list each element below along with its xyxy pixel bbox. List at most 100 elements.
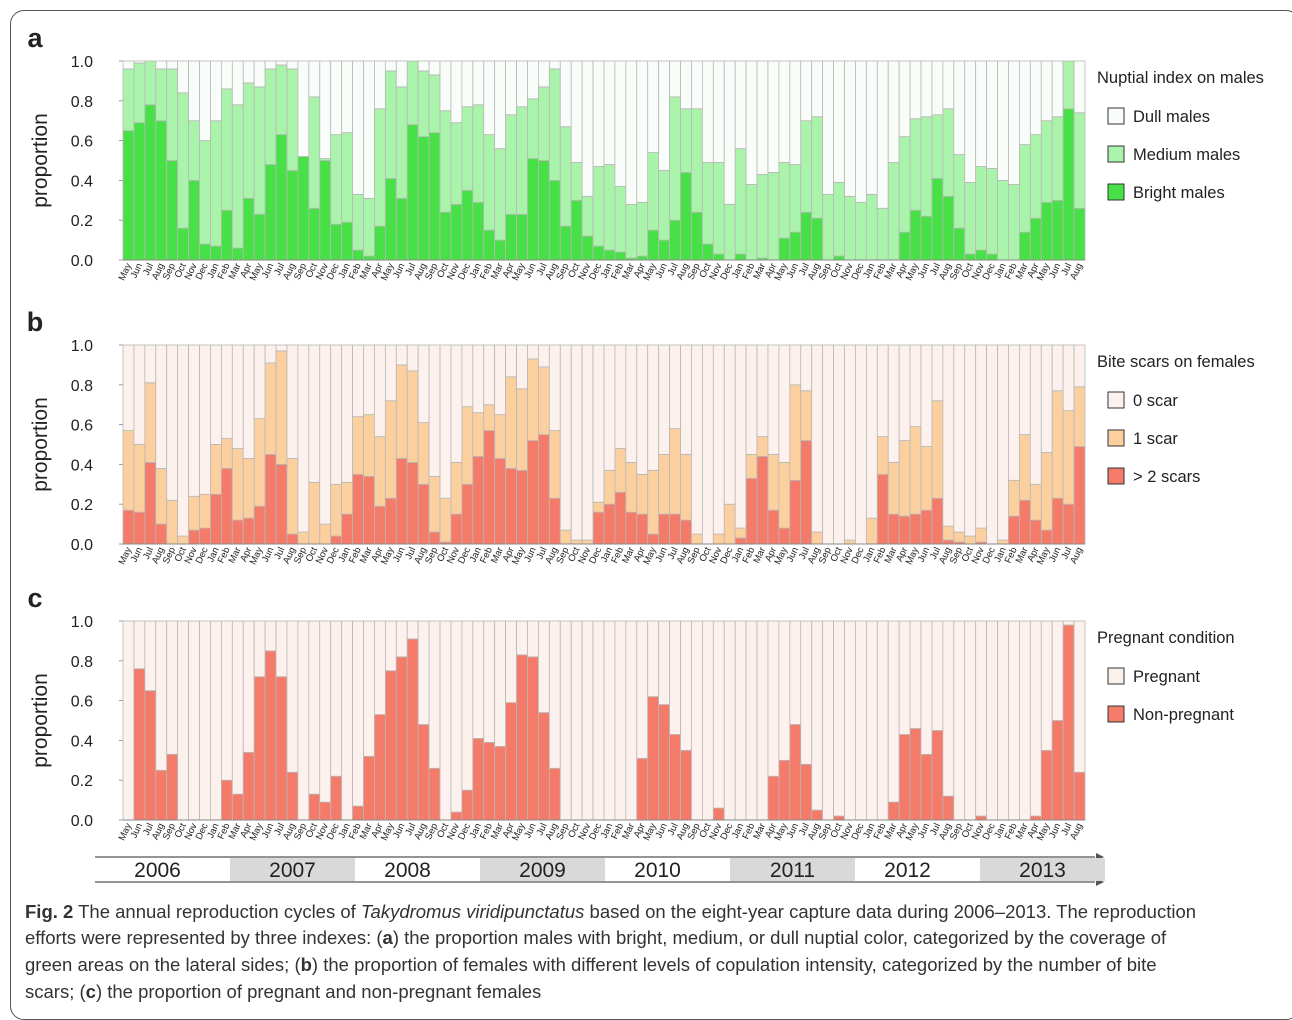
bar-segment	[220, 467, 233, 545]
bar-segment	[199, 60, 211, 141]
bar-segment	[472, 344, 485, 414]
bar-segment	[833, 60, 845, 183]
x-tick-label: Jul	[141, 546, 156, 562]
bar-segment	[975, 249, 988, 261]
bar-segment	[1019, 344, 1031, 435]
bar-segment	[767, 620, 780, 777]
legend-swatch	[1107, 183, 1125, 201]
bar-segment	[548, 430, 561, 499]
bar-segment	[330, 134, 343, 225]
bar-segment	[1040, 529, 1053, 545]
x-tick-label: Jul	[797, 546, 812, 562]
bar-segment	[264, 650, 277, 821]
bar-segment	[636, 620, 649, 759]
bar-segment	[734, 620, 747, 821]
bar-segment	[658, 620, 670, 705]
bar-segment	[1062, 410, 1075, 505]
bar-segment	[450, 462, 463, 515]
bar-segment	[352, 416, 364, 475]
bar-segment	[920, 344, 933, 447]
bar-segment	[374, 620, 386, 715]
bar-segment	[855, 60, 867, 203]
bar-segment	[155, 620, 168, 771]
bar-segment	[800, 390, 813, 441]
bar-segment	[264, 344, 277, 364]
bar-segment	[527, 98, 539, 159]
bar-segment	[417, 422, 430, 485]
bar-segment	[1062, 108, 1075, 261]
bar-segment	[986, 253, 998, 261]
bar-segment	[494, 344, 507, 416]
bar-segment	[887, 513, 900, 545]
bar-segment	[242, 751, 255, 821]
bar-segment	[516, 106, 528, 215]
bar-segment	[811, 217, 824, 261]
bar-segment	[800, 60, 813, 122]
bar-segment	[920, 620, 933, 755]
bar-segment	[1019, 499, 1031, 545]
bar-segment	[417, 620, 430, 725]
bar-segment	[352, 249, 364, 261]
bar-segment	[778, 620, 791, 761]
bar-segment	[330, 60, 343, 136]
bar-segment	[887, 462, 900, 515]
bar-segment	[1073, 344, 1086, 388]
bar-segment	[253, 60, 266, 88]
bar-segment	[231, 344, 244, 449]
caption-panel: b	[300, 954, 312, 975]
bar-segment	[494, 620, 507, 747]
bar-segment	[844, 60, 856, 197]
bar-segment	[778, 237, 791, 261]
bar-segment	[986, 344, 998, 545]
bar-segment	[691, 60, 703, 110]
bar-segment	[538, 434, 550, 545]
bar-segment	[384, 60, 397, 72]
bar-segment	[494, 239, 507, 261]
bar-segment	[855, 620, 867, 821]
bar-segment	[483, 741, 496, 821]
bar-segment	[483, 404, 496, 431]
bar-segment	[811, 531, 824, 545]
bar-segment	[997, 620, 1009, 821]
bar-segment	[188, 344, 200, 497]
bar-segment	[789, 231, 802, 261]
bar-segment	[876, 436, 889, 475]
bar-segment	[723, 503, 736, 545]
x-tick-label: Jul	[928, 822, 943, 838]
bar-segment	[188, 529, 200, 545]
bar-segment	[1051, 390, 1064, 499]
bar-segment	[942, 525, 955, 541]
bar-segment	[614, 185, 627, 253]
bar-segment	[406, 620, 419, 640]
bar-segment	[516, 654, 528, 821]
bar-segment	[264, 60, 277, 70]
x-tick-label: Jul	[272, 822, 287, 838]
bar-segment	[406, 124, 419, 261]
bar-segment	[953, 154, 966, 229]
bar-segment	[177, 620, 189, 821]
bar-segment	[363, 620, 375, 757]
legend-label: Pregnant	[1133, 668, 1200, 686]
bar-segment	[865, 344, 878, 519]
bar-segment	[811, 344, 824, 533]
bar-segment	[603, 469, 616, 505]
bar-segment	[286, 533, 299, 545]
bar-segment	[931, 60, 944, 116]
bar-segment	[822, 193, 834, 261]
bar-segment	[363, 197, 375, 257]
bar-segment	[428, 475, 441, 533]
bar-segment	[264, 362, 277, 455]
legend-label: Non-pregnant	[1133, 706, 1234, 724]
bar-segment	[1051, 344, 1064, 392]
bar-segment	[253, 86, 266, 215]
bar-segment	[1073, 446, 1086, 545]
bar-segment	[1008, 515, 1020, 545]
bar-segment	[527, 656, 539, 821]
bar-segment	[964, 344, 977, 537]
bar-segment	[647, 60, 660, 153]
bar-segment	[220, 344, 233, 439]
bar-segment	[461, 60, 474, 108]
legend-swatch	[1107, 145, 1125, 163]
bar-segment	[669, 513, 681, 545]
bar-segment	[516, 388, 528, 471]
